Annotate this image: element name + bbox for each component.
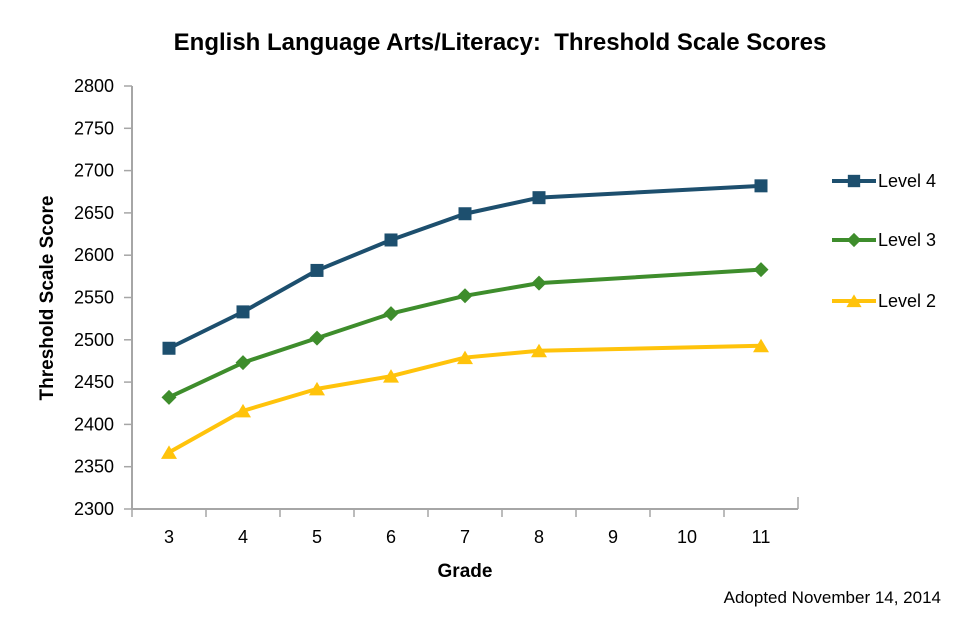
x-tick-label: 8 — [534, 527, 544, 547]
x-tick-label: 6 — [386, 527, 396, 547]
legend-label: Level 4 — [878, 170, 937, 191]
marker-level-4 — [236, 305, 250, 319]
y-axis-title: Threshold Scale Score — [37, 195, 58, 401]
marker-level-2 — [235, 403, 251, 418]
y-tick-label: 2300 — [74, 499, 114, 519]
marker-level-2 — [309, 381, 325, 396]
marker-level-4 — [754, 179, 768, 193]
y-tick-label: 2700 — [74, 161, 114, 181]
x-tick-label: 4 — [238, 527, 248, 547]
y-tick-label: 2500 — [74, 330, 114, 350]
marker-level-3 — [383, 306, 399, 322]
y-tick-label: 2400 — [74, 414, 114, 434]
y-tick-label: 2550 — [74, 288, 114, 308]
adoption-note: Adopted November 14, 2014 — [723, 588, 941, 607]
legend-item-level-4: Level 4 — [831, 168, 936, 194]
marker-level-4 — [384, 233, 398, 247]
level-3-line-marker-icon — [832, 232, 876, 248]
y-tick-label: 2750 — [74, 118, 114, 138]
x-axis-title: Grade — [437, 561, 493, 582]
x-tick-label: 9 — [608, 527, 618, 547]
marker-level-3 — [309, 330, 325, 346]
marker-level-2 — [753, 338, 769, 353]
marker-level-4 — [532, 191, 546, 205]
legend-label: Level 2 — [878, 290, 937, 311]
x-tick-label: 11 — [752, 527, 771, 547]
marker-level-4 — [458, 207, 472, 221]
x-tick-label: 7 — [460, 527, 470, 547]
legend-marker-level-4 — [847, 174, 861, 188]
x-tick-label: 5 — [312, 527, 322, 547]
legend-item-level-3: Level 3 — [831, 227, 936, 253]
legend-label: Level 3 — [878, 229, 937, 250]
level-4-line-marker-icon — [832, 174, 876, 188]
marker-level-4 — [162, 341, 176, 355]
y-tick-label: 2350 — [74, 457, 114, 477]
y-tick-label: 2650 — [74, 203, 114, 223]
legend-marker-level-2 — [846, 294, 862, 308]
x-tick-label: 3 — [164, 527, 174, 547]
marker-level-2 — [383, 369, 399, 383]
marker-level-2 — [531, 343, 547, 358]
marker-level-3 — [235, 355, 251, 371]
y-tick-label: 2800 — [74, 76, 114, 96]
marker-level-3 — [753, 262, 769, 278]
marker-level-3 — [161, 389, 177, 405]
y-tick-label: 2450 — [74, 372, 114, 392]
marker-level-2 — [161, 445, 177, 459]
level-2-line-marker-icon — [832, 294, 876, 308]
legend-item-level-2: Level 2 — [831, 288, 936, 314]
marker-level-3 — [531, 275, 547, 291]
x-tick-label: 10 — [677, 527, 697, 547]
chart-title: English Language Arts/Literacy: Threshol… — [173, 29, 827, 56]
marker-level-4 — [310, 263, 324, 277]
y-tick-label: 2600 — [74, 245, 114, 265]
marker-level-3 — [457, 288, 473, 304]
legend: Level 4 Level 3 Level 2 — [831, 0, 975, 617]
marker-level-2 — [457, 350, 473, 365]
legend-marker-level-3 — [846, 232, 862, 248]
